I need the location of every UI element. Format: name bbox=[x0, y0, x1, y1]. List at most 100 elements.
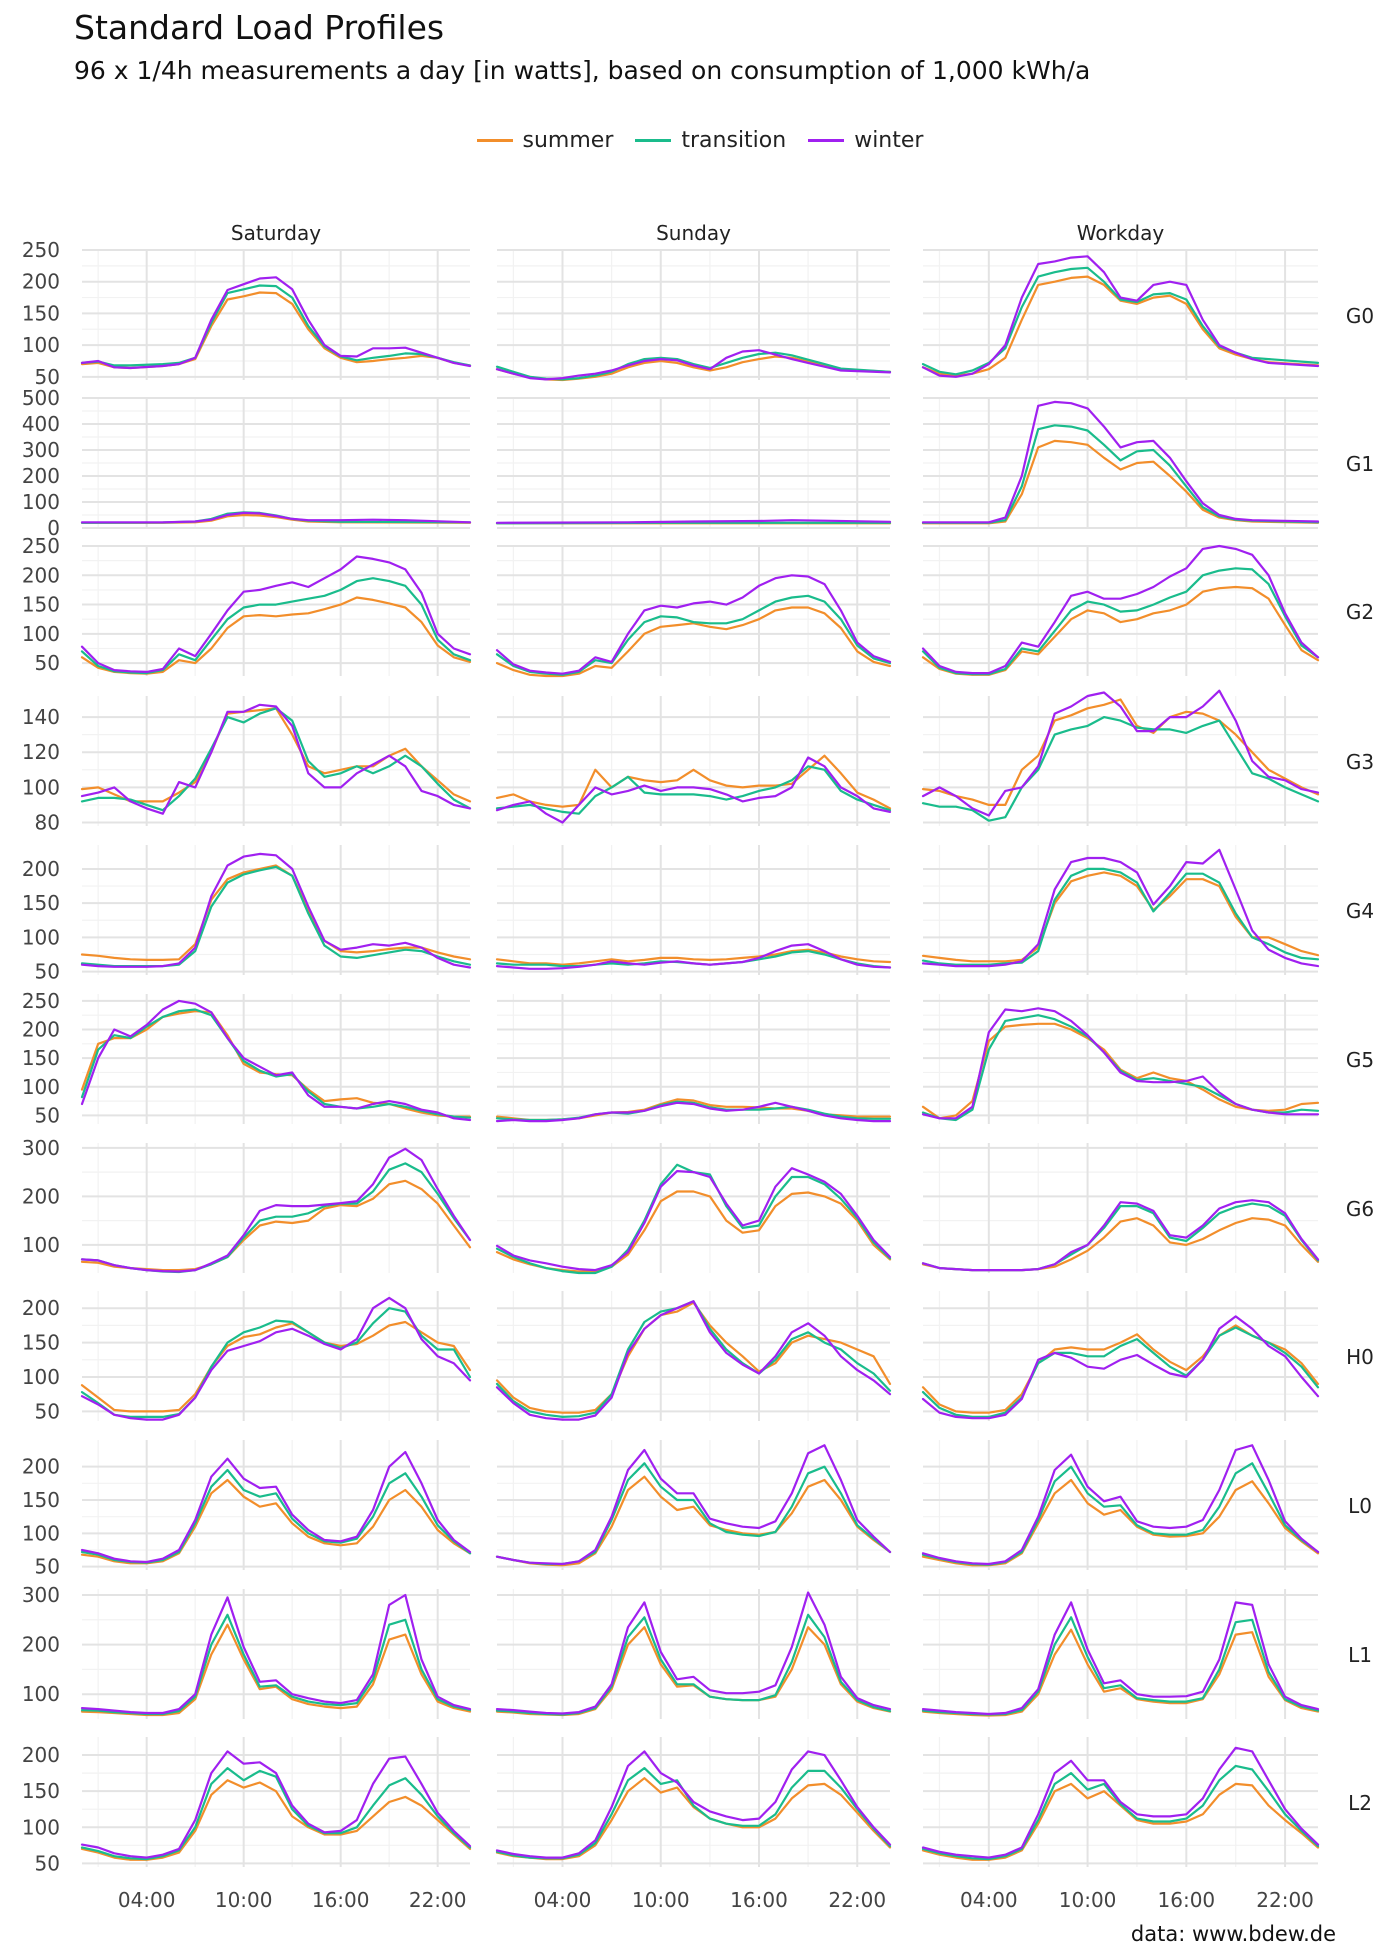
series-line-g6-sunday-summer bbox=[495, 1190, 892, 1273]
series-line-g4-workday-winter bbox=[921, 848, 1320, 968]
series-line-g3-sunday-winter bbox=[495, 756, 892, 824]
y-tick-label: 250 bbox=[22, 238, 60, 262]
y-tick-label: 100 bbox=[22, 775, 60, 799]
series-line-g1-sunday-winter bbox=[495, 519, 892, 524]
y-tick-label: 200 bbox=[22, 464, 60, 488]
series-line-h0-sunday-summer bbox=[495, 1301, 892, 1414]
series-line-g6-saturday-winter bbox=[80, 1147, 472, 1273]
x-tick-label: 22:00 bbox=[828, 1888, 886, 1912]
series-line-l1-workday-winter bbox=[921, 1601, 1320, 1716]
series-line-g3-workday-transition bbox=[921, 716, 1320, 822]
y-tick-label: 140 bbox=[22, 705, 60, 729]
y-tick-label: 100 bbox=[22, 1815, 60, 1839]
series-line-g2-sunday-summer bbox=[495, 606, 892, 678]
y-tick-label: 300 bbox=[22, 438, 60, 462]
legend-key-transition bbox=[635, 139, 672, 142]
series-line-g2-saturday-winter bbox=[80, 555, 472, 673]
series-line-l0-sunday-summer bbox=[495, 1475, 892, 1567]
y-tick-label: 50 bbox=[35, 1399, 60, 1423]
y-tick-label: 50 bbox=[35, 1851, 60, 1875]
series-line-l1-saturday-winter bbox=[80, 1593, 472, 1715]
series-line-g1-workday-winter bbox=[921, 400, 1320, 524]
series-line-g5-workday-winter bbox=[921, 1007, 1320, 1120]
y-tick-label: 100 bbox=[22, 925, 60, 949]
legend: summer transition winter bbox=[0, 128, 1400, 153]
series-line-h0-saturday-transition bbox=[80, 1307, 472, 1418]
series-line-h0-workday-winter bbox=[921, 1315, 1320, 1420]
series-line-g2-workday-summer bbox=[921, 585, 1320, 676]
x-tick-label: 04:00 bbox=[960, 1888, 1018, 1912]
series-line-g0-workday-transition bbox=[921, 266, 1320, 376]
series-line-l2-workday-winter bbox=[921, 1746, 1320, 1859]
y-tick-label: 0 bbox=[47, 516, 60, 540]
legend-key-summer bbox=[476, 139, 513, 142]
series-line-g2-sunday-transition bbox=[495, 594, 892, 676]
series-line-g6-workday-transition bbox=[921, 1202, 1320, 1272]
legend-item-winter: winter bbox=[808, 128, 923, 153]
x-tick-label: 22:00 bbox=[1256, 1888, 1314, 1912]
y-tick-label: 100 bbox=[22, 622, 60, 646]
series-line-l2-saturday-winter bbox=[80, 1750, 472, 1859]
y-tick-label: 200 bbox=[22, 1018, 60, 1042]
x-tick-label: 04:00 bbox=[534, 1888, 592, 1912]
series-line-g2-workday-winter bbox=[921, 544, 1320, 675]
strip-label-g3: G3 bbox=[1346, 750, 1374, 774]
strip-label-saturday: Saturday bbox=[231, 221, 321, 245]
y-tick-label: 200 bbox=[22, 270, 60, 294]
series-line-g4-workday-transition bbox=[921, 867, 1320, 966]
y-tick-label: 150 bbox=[22, 1779, 60, 1803]
y-tick-label: 120 bbox=[22, 740, 60, 764]
series-line-l1-sunday-transition bbox=[495, 1613, 892, 1716]
series-line-g4-sunday-winter bbox=[495, 943, 892, 970]
y-tick-label: 200 bbox=[22, 563, 60, 587]
legend-item-transition: transition bbox=[635, 128, 786, 153]
strip-label-l1: L1 bbox=[1348, 1643, 1372, 1667]
series-line-g6-workday-winter bbox=[921, 1199, 1320, 1272]
y-tick-label: 500 bbox=[22, 386, 60, 410]
y-tick-label: 200 bbox=[22, 1184, 60, 1208]
series-line-l2-saturday-summer bbox=[80, 1779, 472, 1861]
y-tick-label: 50 bbox=[35, 960, 60, 984]
y-tick-label: 50 bbox=[35, 651, 60, 675]
legend-label-transition: transition bbox=[681, 128, 787, 153]
strip-label-g6: G6 bbox=[1346, 1197, 1374, 1221]
series-line-g0-saturday-winter bbox=[80, 276, 472, 370]
y-tick-label: 200 bbox=[22, 1455, 60, 1479]
series-line-l1-saturday-transition bbox=[80, 1613, 472, 1716]
y-tick-label: 100 bbox=[22, 1521, 60, 1545]
series-line-g3-sunday-transition bbox=[495, 765, 892, 815]
series-line-g5-saturday-winter bbox=[80, 999, 472, 1122]
series-line-g5-sunday-winter bbox=[495, 1101, 892, 1123]
series-line-g0-workday-winter bbox=[921, 255, 1320, 378]
y-tick-label: 100 bbox=[22, 1233, 60, 1257]
series-line-g3-workday-winter bbox=[921, 689, 1320, 817]
series-line-g1-workday-transition bbox=[921, 424, 1320, 524]
y-tick-label: 150 bbox=[22, 891, 60, 915]
series-line-g5-saturday-transition bbox=[80, 1008, 472, 1119]
series-line-g4-sunday-summer bbox=[495, 948, 892, 966]
strip-label-g5: G5 bbox=[1346, 1048, 1374, 1072]
series-line-g4-saturday-summer bbox=[80, 864, 472, 961]
series-line-g0-workday-summer bbox=[921, 275, 1320, 377]
series-line-l0-saturday-winter bbox=[80, 1450, 472, 1564]
y-tick-label: 50 bbox=[35, 1103, 60, 1127]
strip-label-g1: G1 bbox=[1346, 452, 1374, 476]
series-line-h0-saturday-summer bbox=[80, 1320, 472, 1413]
series-line-l0-sunday-transition bbox=[495, 1462, 892, 1566]
y-tick-label: 400 bbox=[22, 412, 60, 436]
series-line-l0-workday-summer bbox=[921, 1478, 1320, 1567]
series-line-g2-saturday-transition bbox=[80, 577, 472, 675]
y-tick-label: 200 bbox=[22, 1743, 60, 1767]
y-tick-label: 50 bbox=[35, 1555, 60, 1579]
y-tick-label: 150 bbox=[22, 1046, 60, 1070]
series-line-g1-saturday-winter bbox=[80, 511, 472, 524]
series-line-h0-workday-transition bbox=[921, 1326, 1320, 1418]
series-line-l0-workday-winter bbox=[921, 1444, 1320, 1566]
y-tick-label: 150 bbox=[22, 1331, 60, 1355]
series-line-g6-sunday-winter bbox=[495, 1167, 892, 1272]
strip-label-g2: G2 bbox=[1346, 600, 1374, 624]
legend-item-summer: summer bbox=[476, 128, 613, 153]
series-line-g3-workday-summer bbox=[921, 698, 1320, 806]
series-line-h0-sunday-winter bbox=[495, 1300, 892, 1421]
